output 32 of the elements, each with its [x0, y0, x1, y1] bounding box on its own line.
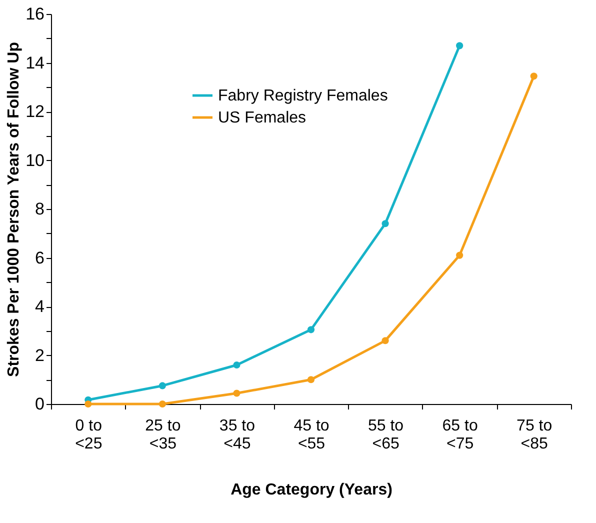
y-tick-label: 16	[26, 4, 44, 24]
point	[530, 72, 538, 80]
y-tick-label: 6	[35, 248, 44, 268]
point	[382, 220, 389, 228]
x-tick-label: 35 to <45	[219, 418, 256, 452]
point	[158, 400, 166, 408]
x-tick-label: 25 to <35	[145, 418, 181, 452]
y-tick-label: 0	[35, 394, 44, 414]
y-tick-label: 4	[35, 297, 44, 316]
legend-label: US Females	[218, 110, 306, 126]
x-tick-label: 0 to <25	[75, 418, 102, 452]
y-tick-label: 10	[26, 150, 44, 170]
y-tick-label: 2	[35, 346, 44, 365]
y-tick-label: 8	[35, 200, 44, 218]
point	[307, 376, 315, 384]
y-axis-title: Strokes Per 1000 Person Years of Follow Up	[6, 42, 23, 377]
point	[307, 326, 315, 334]
y-tick-label: 14	[26, 53, 44, 72]
x-axis-title: Age Category (Years)	[230, 482, 392, 498]
point	[382, 337, 389, 344]
point	[456, 42, 464, 50]
x-tick-label: 45 to <55	[294, 418, 330, 452]
x-tick-label: 75 to <85	[516, 418, 552, 452]
y-tick-label: 12	[26, 102, 44, 121]
x-tick-label: 65 to <75	[442, 418, 478, 452]
point	[158, 382, 166, 390]
point	[456, 252, 464, 259]
x-tick-label: 55 to <65	[368, 418, 404, 452]
point	[233, 390, 240, 397]
legend-label: Fabry Registry Females	[218, 88, 388, 104]
point	[233, 361, 240, 369]
point	[84, 400, 92, 408]
